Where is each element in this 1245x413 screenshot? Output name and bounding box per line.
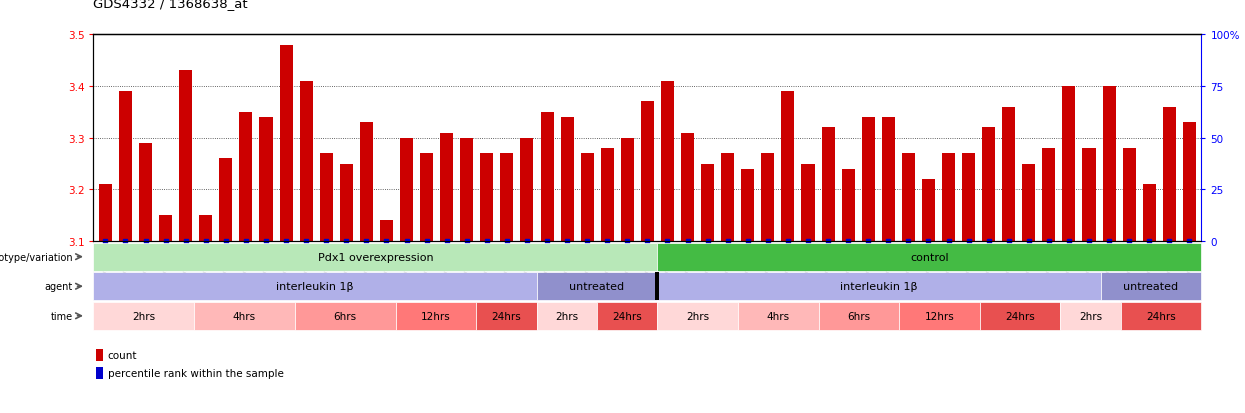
Text: 6hrs: 6hrs [848, 311, 870, 321]
Bar [420, 154, 433, 242]
Text: agent: agent [45, 282, 72, 292]
Bar [320, 154, 332, 242]
Bar [360, 123, 373, 242]
Text: 24hrs: 24hrs [613, 311, 642, 321]
Bar [199, 216, 213, 242]
Text: 4hrs: 4hrs [233, 311, 256, 321]
Text: 4hrs: 4hrs [767, 311, 789, 321]
Bar [881, 118, 895, 242]
Text: 2hrs: 2hrs [132, 311, 156, 321]
Text: interleukin 1β: interleukin 1β [840, 282, 918, 292]
Bar [842, 169, 854, 242]
Text: 2hrs: 2hrs [1079, 311, 1102, 321]
Bar [1123, 149, 1135, 242]
Text: control: control [910, 252, 949, 262]
Bar [701, 164, 715, 242]
Bar [921, 180, 935, 242]
Bar [96, 349, 103, 361]
Bar [540, 113, 554, 242]
Bar [721, 154, 735, 242]
Text: 12hrs: 12hrs [925, 311, 955, 321]
Text: untreated: untreated [1123, 282, 1179, 292]
Bar [661, 82, 674, 242]
Bar [300, 82, 312, 242]
Bar [641, 102, 654, 242]
Bar [782, 92, 794, 242]
Text: Pdx1 overexpression: Pdx1 overexpression [317, 252, 433, 262]
Bar [681, 133, 693, 242]
Bar [98, 185, 112, 242]
Bar [1022, 164, 1036, 242]
Bar [601, 149, 614, 242]
Bar [1183, 123, 1196, 242]
Bar [219, 159, 233, 242]
Bar [520, 138, 534, 242]
Bar [942, 154, 955, 242]
Bar [159, 216, 172, 242]
Bar [901, 154, 915, 242]
Bar [982, 128, 995, 242]
Bar [239, 113, 253, 242]
Bar [822, 128, 834, 242]
Bar [441, 133, 453, 242]
Bar [139, 144, 152, 242]
Text: interleukin 1β: interleukin 1β [276, 282, 354, 292]
Text: count: count [108, 350, 137, 360]
Text: GDS4332 / 1368638_at: GDS4332 / 1368638_at [93, 0, 248, 10]
Bar [380, 221, 393, 242]
Bar [461, 138, 473, 242]
Bar [802, 164, 814, 242]
Text: 2hrs: 2hrs [686, 311, 710, 321]
Bar [259, 118, 273, 242]
Text: 2hrs: 2hrs [555, 311, 579, 321]
Bar [560, 118, 574, 242]
Text: time: time [51, 311, 72, 321]
Text: genotype/variation: genotype/variation [0, 252, 72, 262]
Bar [179, 71, 192, 242]
Bar [1082, 149, 1096, 242]
Text: 24hrs: 24hrs [1005, 311, 1035, 321]
Bar [500, 154, 513, 242]
Text: percentile rank within the sample: percentile rank within the sample [108, 368, 284, 378]
Bar [1103, 87, 1116, 242]
Bar [621, 138, 634, 242]
Bar [481, 154, 493, 242]
Bar [1042, 149, 1056, 242]
Bar [340, 164, 352, 242]
Bar [580, 154, 594, 242]
Text: 12hrs: 12hrs [421, 311, 451, 321]
Bar [761, 154, 774, 242]
Bar [1002, 107, 1015, 242]
Bar [1143, 185, 1155, 242]
Bar [280, 45, 293, 242]
Bar [400, 138, 413, 242]
Text: 24hrs: 24hrs [492, 311, 522, 321]
Bar [862, 118, 875, 242]
Text: untreated: untreated [569, 282, 625, 292]
Bar [1062, 87, 1076, 242]
Text: 6hrs: 6hrs [334, 311, 357, 321]
Bar [1163, 107, 1175, 242]
Bar [741, 169, 754, 242]
Bar [962, 154, 975, 242]
Bar [120, 92, 132, 242]
Bar [96, 367, 103, 379]
Text: 24hrs: 24hrs [1147, 311, 1177, 321]
